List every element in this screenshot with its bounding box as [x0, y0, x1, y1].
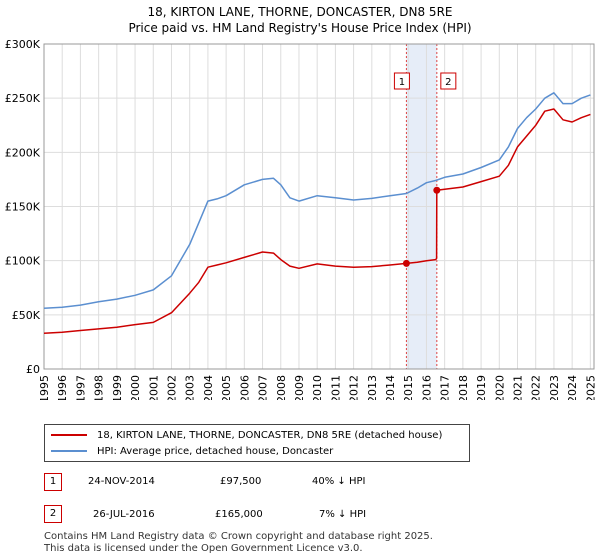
- transaction-date: 24-NOV-2014: [88, 476, 155, 487]
- x-tick-label: 2017: [439, 375, 452, 400]
- y-tick-label: £200K: [5, 146, 41, 159]
- footer-licence: This data is licensed under the Open Gov…: [44, 543, 363, 554]
- footer-copyright: Contains HM Land Registry data © Crown c…: [44, 531, 433, 542]
- transaction-price: £165,000: [215, 509, 263, 520]
- sale-point: [433, 186, 441, 194]
- chart-subtitle: Price paid vs. HM Land Registry's House …: [128, 21, 472, 35]
- x-tick-label: 2024: [566, 375, 579, 400]
- price-chart: £0 £50K £100K £150K £200K £250K £300K 1995 1996 1…: [5, 38, 598, 400]
- x-tick-label: 2008: [275, 375, 288, 400]
- x-tick-label: 2010: [311, 375, 324, 400]
- sale-marker-label: 1: [399, 77, 405, 88]
- property-series-line: [43, 108, 591, 335]
- x-tick-label: 2025: [584, 375, 597, 400]
- x-tick-label: 2009: [293, 375, 306, 400]
- x-tick-label: 2015: [402, 375, 415, 400]
- legend: 18, KIRTON LANE, THORNE, DONCASTER, DN8 …: [44, 424, 470, 462]
- x-tick-label: 2022: [530, 375, 543, 400]
- legend-label-hpi: HPI: Average price, detached house, Donc…: [97, 445, 334, 457]
- x-tick-label: 2020: [493, 375, 506, 400]
- x-tick-label: 2003: [184, 375, 197, 400]
- transaction-marker: 2: [44, 505, 62, 523]
- x-tick-label: 2006: [238, 375, 251, 400]
- x-tick-label: 2012: [348, 375, 361, 400]
- x-tick-label: 2001: [147, 375, 160, 400]
- legend-item-property: 18, KIRTON LANE, THORNE, DONCASTER, DN8 …: [51, 427, 442, 443]
- x-tick-label: 2004: [202, 375, 215, 400]
- x-tick-label: 2013: [366, 375, 379, 400]
- chart-title: 18, KIRTON LANE, THORNE, DONCASTER, DN8 …: [147, 5, 453, 19]
- x-tick-label: 2005: [220, 375, 233, 400]
- x-tick-label: 1999: [111, 375, 124, 400]
- x-tick-label: 2000: [129, 375, 142, 400]
- x-tick-label: 2011: [329, 375, 342, 400]
- legend-label-property: 18, KIRTON LANE, THORNE, DONCASTER, DN8 …: [97, 429, 443, 441]
- y-tick-label: £50K: [12, 309, 41, 322]
- y-tick-label: £150K: [5, 201, 41, 214]
- transaction-marker: 1: [44, 473, 62, 491]
- y-tick-label: £300K: [5, 38, 41, 51]
- y-tick-label: £250K: [5, 92, 41, 105]
- legend-item-hpi: HPI: Average price, detached house, Donc…: [51, 443, 333, 459]
- sale-marker-box: [393, 72, 410, 90]
- sale-point: [402, 259, 410, 267]
- x-tick-label: 1995: [38, 375, 51, 400]
- sale-marker-label: 2: [445, 77, 451, 88]
- transaction-date: 26-JUL-2016: [93, 509, 155, 520]
- x-tick-label: 2019: [475, 375, 488, 400]
- x-tick-label: 2007: [257, 375, 270, 400]
- legend-line-blue: [51, 450, 87, 452]
- sale-marker-box: [440, 72, 457, 90]
- x-tick-label: 2023: [548, 375, 561, 400]
- y-tick-label: £100K: [5, 255, 41, 268]
- y-tick-label: £0: [26, 363, 40, 376]
- plot-border: [43, 43, 595, 370]
- x-tick-label: 2002: [165, 375, 178, 400]
- transaction-hpi: 7% ↓ HPI: [319, 509, 367, 520]
- hpi-series-line: [43, 92, 591, 310]
- x-tick-label: 2021: [512, 375, 525, 400]
- x-tick-label: 2018: [457, 375, 470, 400]
- transaction-price: £97,500: [220, 476, 262, 487]
- transaction-hpi: 40% ↓ HPI: [312, 476, 366, 487]
- x-tick-label: 2014: [384, 375, 397, 400]
- x-tick-label: 2016: [420, 375, 433, 400]
- legend-line-red: [51, 434, 87, 436]
- x-tick-label: 1996: [56, 375, 69, 400]
- x-tick-label: 1998: [93, 375, 106, 400]
- x-tick-label: 1997: [74, 375, 87, 400]
